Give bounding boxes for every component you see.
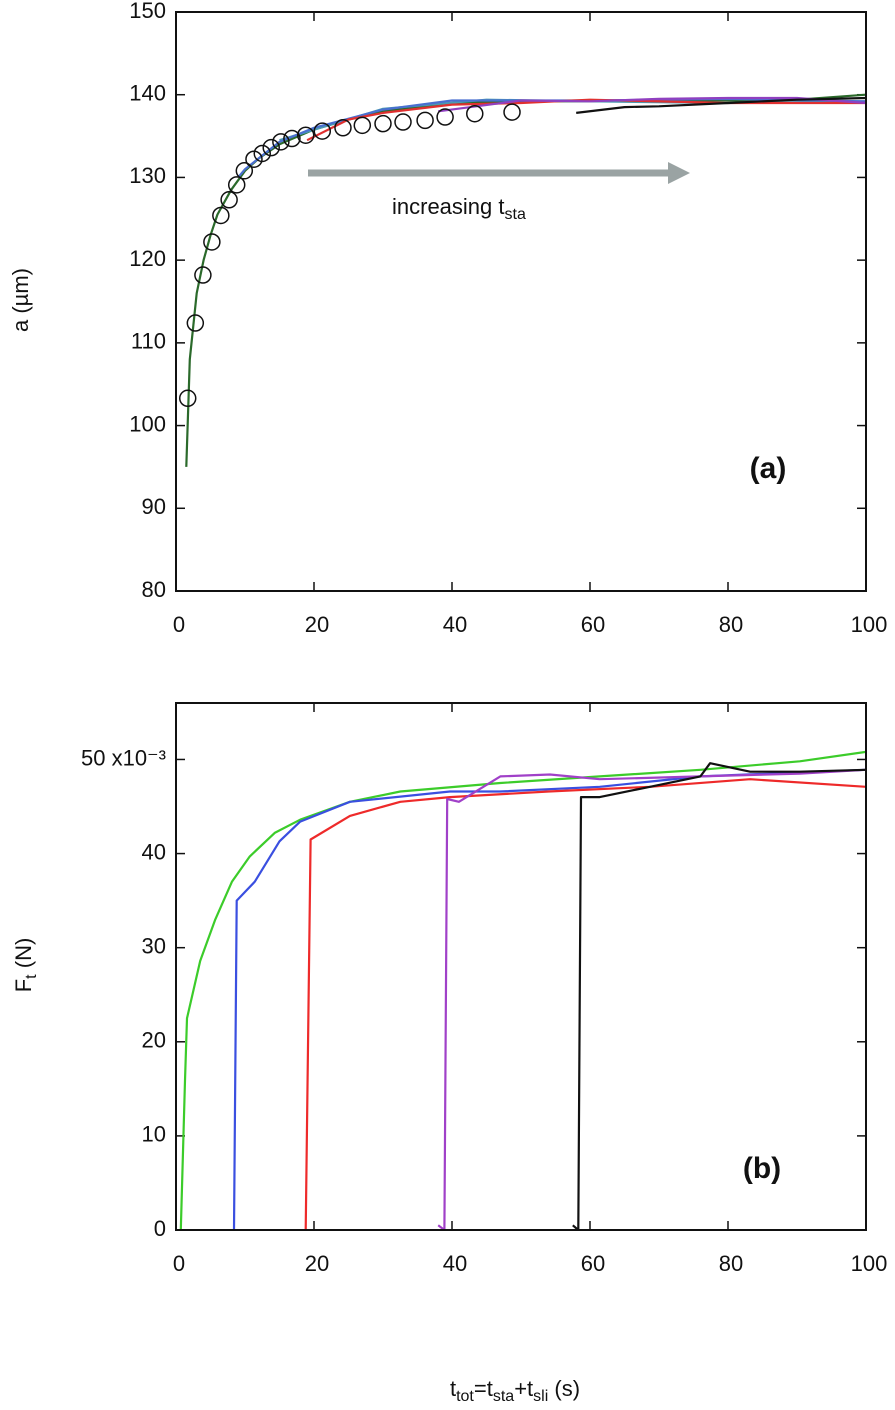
data-point xyxy=(283,129,301,148)
data-line xyxy=(232,768,866,1230)
data-point xyxy=(466,104,484,123)
data-point xyxy=(186,314,205,332)
data-line xyxy=(179,750,866,1230)
y-tick-label: 150 xyxy=(129,0,166,23)
data-point xyxy=(394,113,412,131)
x-tick-label: 0 xyxy=(173,612,185,637)
data-line xyxy=(306,98,866,142)
y-tick-label: 140 xyxy=(129,81,166,106)
data-point xyxy=(253,144,271,163)
text-part: +t xyxy=(514,1376,533,1401)
data-point xyxy=(374,114,392,133)
x-tick-label: 100 xyxy=(851,1251,888,1276)
data-point xyxy=(203,233,221,251)
x-tick-label: 60 xyxy=(581,612,605,637)
x-tick-label: 80 xyxy=(719,612,743,637)
data-point xyxy=(436,108,454,126)
plot-frame xyxy=(175,11,867,592)
text-part: increasing t xyxy=(392,194,505,219)
data-line xyxy=(572,762,866,1230)
data-point xyxy=(212,206,230,225)
y-tick-label: 0 xyxy=(154,1216,166,1241)
y-axis-label: a (µm) xyxy=(8,268,33,332)
data-point xyxy=(296,126,315,144)
data-line xyxy=(438,96,866,113)
data-point xyxy=(272,133,290,151)
x-tick-label: 40 xyxy=(443,612,467,637)
y-tick-label: 40 xyxy=(142,839,166,864)
data-point xyxy=(353,116,372,135)
data-line xyxy=(185,93,866,467)
y-tick-label: 90 xyxy=(142,494,166,519)
y-tick-label: 30 xyxy=(142,933,166,958)
data-line xyxy=(237,97,866,179)
x-tick-label: 20 xyxy=(305,1251,329,1276)
plot-frame xyxy=(175,702,867,1231)
x-tick-label: 60 xyxy=(581,1251,605,1276)
x-tick-label: 100 xyxy=(851,612,888,637)
text-part: (N) xyxy=(11,938,36,975)
plot-area xyxy=(178,93,866,467)
text-part: t xyxy=(450,1376,456,1401)
text-part: F xyxy=(11,979,36,992)
y-axis-label: Ft (N) xyxy=(11,938,40,993)
data-point xyxy=(194,266,212,284)
panel-label: (b) xyxy=(743,1152,781,1185)
subscript: sli xyxy=(533,1388,548,1405)
data-point xyxy=(178,389,197,408)
annotation: increasing tsta xyxy=(392,194,526,223)
text-part: a (µm) xyxy=(8,268,33,332)
subscript: sta xyxy=(505,206,526,223)
y-tick-label: 120 xyxy=(129,246,166,271)
data-line xyxy=(304,778,866,1230)
y-tick-label: 100 xyxy=(129,411,166,436)
y-tick-label: 20 xyxy=(142,1028,166,1053)
data-point xyxy=(416,111,434,130)
plot-area xyxy=(179,750,866,1230)
x-tick-label: 0 xyxy=(173,1251,185,1276)
text-part: =t xyxy=(474,1376,493,1401)
data-point xyxy=(313,122,332,140)
y-tick-label: 80 xyxy=(142,577,166,602)
x-tick-label: 80 xyxy=(719,1251,743,1276)
y-tick-label: 50 x10⁻³ xyxy=(81,745,166,770)
data-point xyxy=(262,138,280,157)
data-point xyxy=(503,103,521,121)
subscript: t xyxy=(23,974,40,979)
data-line xyxy=(437,768,866,1230)
text-part: (s) xyxy=(548,1376,580,1401)
y-tick-label: 130 xyxy=(129,163,166,188)
data-point xyxy=(220,191,238,209)
x-axis-label: ttot=tsta+tsli (s) xyxy=(450,1376,580,1405)
data-line xyxy=(576,96,866,114)
subscript: tot xyxy=(456,1388,474,1405)
subscript: sta xyxy=(493,1388,514,1405)
data-point xyxy=(334,119,352,137)
x-tick-label: 20 xyxy=(305,612,329,637)
y-tick-label: 110 xyxy=(131,329,166,354)
y-tick-label: 10 xyxy=(142,1122,166,1147)
x-tick-label: 40 xyxy=(443,1251,467,1276)
arrow-head xyxy=(668,162,690,184)
data-point xyxy=(227,176,246,194)
data-point xyxy=(235,162,254,180)
panel-label: (a) xyxy=(750,452,787,485)
